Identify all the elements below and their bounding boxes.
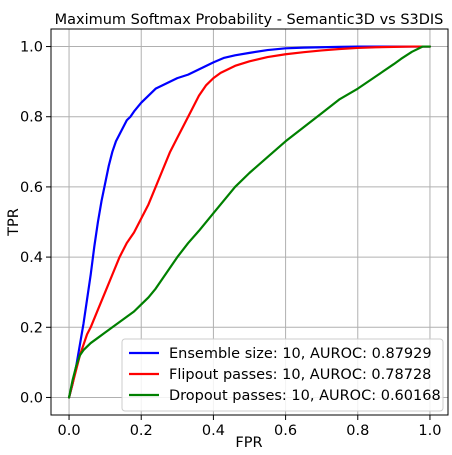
grid	[51, 29, 448, 415]
y-axis-label: TPR	[6, 208, 22, 237]
x-tick-label: 0.8	[346, 423, 369, 439]
legend-label-2: Flipout passes: 10, AUROC: 0.78728	[169, 367, 431, 383]
y-tick-label: 0.0	[20, 390, 43, 406]
chart-title: Maximum Softmax Probability - Semantic3D…	[55, 12, 444, 28]
series-line-3	[67, 45, 432, 399]
legend: Ensemble size: 10, AUROC: 0.87929 Flipout…	[121, 338, 444, 412]
legend-box	[121, 338, 444, 412]
series-lines	[67, 45, 432, 399]
y-tick-label: 0.4	[20, 250, 43, 266]
x-tick-label: 0.6	[274, 423, 297, 439]
y-tick-label: 0.6	[20, 180, 43, 196]
x-tick-label: 1.0	[418, 423, 441, 439]
y-tick-label: 1.0	[20, 40, 43, 56]
x-tick-label: 0.0	[58, 423, 81, 439]
axis-ticks: 0.0 0.2 0.4 0.6 0.8 1.0 0.0 0.2 0.4 0.6 0.8 1.0	[20, 40, 442, 439]
legend-label-1: Ensemble size: 10, AUROC: 0.87929	[169, 346, 432, 362]
y-tick-label: 0.2	[20, 320, 43, 336]
x-axis-label: FPR	[235, 435, 262, 451]
y-tick-label: 0.8	[20, 110, 43, 126]
legend-label-3: Dropout passes: 10, AUROC: 0.60168	[169, 388, 441, 404]
series-line-1	[67, 45, 432, 399]
series-line-2	[67, 45, 432, 399]
x-tick-label: 0.2	[130, 423, 153, 439]
plot-frame	[50, 28, 449, 416]
x-tick-label: 0.4	[202, 423, 225, 439]
